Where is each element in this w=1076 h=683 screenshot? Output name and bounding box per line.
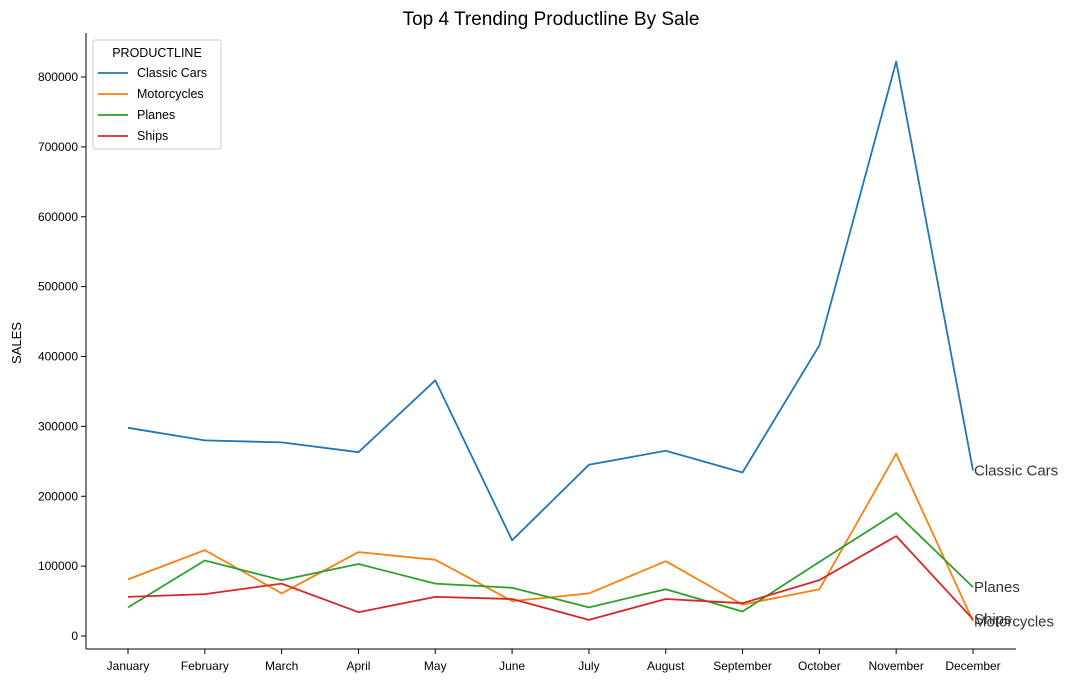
y-tick-label: 300000 — [38, 419, 78, 433]
y-tick-label: 700000 — [38, 140, 78, 154]
y-axis-ticks: 0 100000 200000 300000 400000 500000 600000 700… — [38, 70, 86, 643]
end-label-planes: Planes — [974, 579, 1020, 596]
x-tick-label: October — [798, 659, 841, 673]
x-tick-label: May — [424, 659, 447, 673]
x-tick-label: January — [107, 659, 150, 673]
series-line-motorcycles — [127, 452, 974, 622]
x-tick-label: December — [945, 659, 1000, 673]
series-lines — [127, 60, 974, 622]
end-label-ships: Ships — [974, 611, 1012, 628]
end-label-motorcycles: Motorcycles — [974, 613, 1054, 630]
legend: PRODUCTLINE Classic Cars Motorcycles Plane… — [92, 39, 222, 150]
legend-label-classic-cars: Classic Cars — [137, 66, 207, 80]
x-tick-label: April — [346, 659, 370, 673]
end-label-classic-cars: Classic Cars — [974, 462, 1058, 479]
x-tick-label: September — [713, 659, 772, 673]
y-axis-label: SALES — [9, 322, 24, 364]
x-tick-label: February — [181, 659, 229, 673]
x-tick-label: November — [869, 659, 924, 673]
legend-box — [92, 39, 222, 150]
legend-items: Classic Cars Motorcycles Planes Ships — [98, 66, 207, 143]
y-tick-label: 800000 — [38, 70, 78, 84]
x-axis-ticks: January February March April May June July Augu… — [107, 649, 1001, 673]
y-tick-label: 100000 — [38, 559, 78, 573]
x-tick-label: July — [578, 659, 599, 673]
y-tick-label: 200000 — [38, 489, 78, 503]
y-tick-label: 500000 — [38, 280, 78, 294]
series-line-classic-cars — [127, 60, 974, 542]
series-line-planes — [127, 512, 974, 613]
legend-label-motorcycles: Motorcycles — [137, 87, 204, 101]
y-tick-label: 0 — [71, 629, 78, 643]
legend-label-ships: Ships — [137, 129, 168, 143]
x-tick-label: March — [265, 659, 298, 673]
plot-area: 0 100000 200000 300000 400000 500000 600000 700… — [38, 33, 1058, 673]
x-tick-label: June — [499, 659, 525, 673]
y-tick-label: 400000 — [38, 350, 78, 364]
legend-label-planes: Planes — [137, 108, 175, 122]
chart-title: Top 4 Trending Productline By Sale — [403, 9, 700, 30]
y-tick-label: 600000 — [38, 210, 78, 224]
legend-title: PRODUCTLINE — [112, 46, 202, 60]
series-line-ships — [127, 535, 974, 621]
x-tick-label: August — [647, 659, 685, 673]
